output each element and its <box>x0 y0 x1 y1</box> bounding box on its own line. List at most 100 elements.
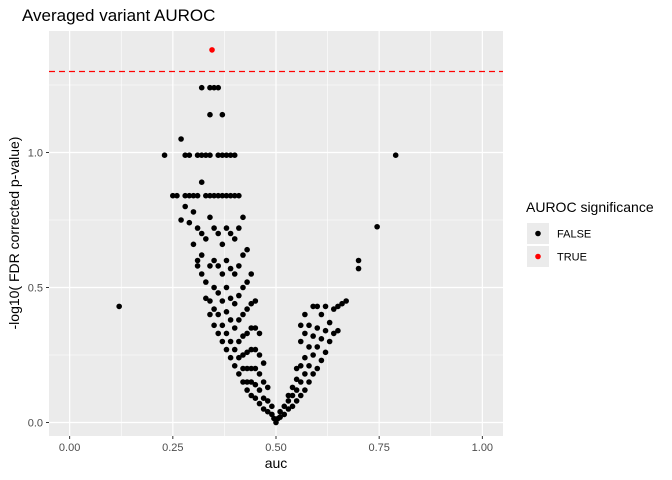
data-point-false <box>236 317 242 323</box>
data-point-false <box>203 295 209 302</box>
data-point-false <box>227 354 234 361</box>
data-point-false <box>215 290 222 296</box>
y-tick-label: 0.5 <box>28 283 43 295</box>
y-axis-ticks: 0.0 0.5 1.0 <box>28 148 49 430</box>
data-point-false <box>277 414 283 420</box>
data-point-false <box>223 284 230 291</box>
data-point-false <box>178 136 184 142</box>
x-tick-label: 1.00 <box>472 442 493 454</box>
data-point-false <box>223 346 230 353</box>
data-point-false <box>256 352 263 358</box>
data-point-false <box>318 357 325 364</box>
data-point-false <box>322 327 329 334</box>
data-point-false <box>207 111 213 118</box>
data-point-false <box>244 246 250 253</box>
data-point-false <box>252 298 259 304</box>
data-point-false <box>207 84 213 91</box>
data-point-false <box>219 338 226 345</box>
data-point-false <box>219 322 226 329</box>
data-point-false <box>318 311 325 318</box>
x-tick-label: 0.50 <box>265 442 286 454</box>
data-point-false <box>289 392 296 399</box>
data-point-false <box>355 265 362 272</box>
data-point-false <box>161 152 168 158</box>
data-point-false <box>260 406 267 412</box>
major-gridlines <box>49 31 503 436</box>
data-point-false <box>236 225 242 231</box>
data-point-false <box>252 365 259 372</box>
data-point-false <box>326 319 333 326</box>
legend-label-false: FALSE <box>557 229 591 241</box>
data-point-false <box>293 376 300 383</box>
data-point-false <box>215 84 222 91</box>
data-point-false <box>293 398 300 404</box>
data-point-false <box>285 398 292 404</box>
data-point-false <box>392 152 399 158</box>
data-point-false <box>285 406 292 412</box>
data-point-false <box>207 214 213 221</box>
data-point-false <box>231 192 238 199</box>
data-point-false <box>223 225 230 231</box>
data-point-false <box>186 192 193 199</box>
data-point-false <box>256 387 263 393</box>
data-point-false <box>256 400 263 407</box>
data-point-false <box>244 349 250 356</box>
data-point-false <box>252 325 259 331</box>
data-point-false <box>339 300 345 307</box>
data-point-false <box>302 387 308 393</box>
data-point-false <box>297 379 304 385</box>
data-point-false <box>203 279 209 285</box>
data-point-false <box>223 330 230 337</box>
data-point-false <box>289 384 296 391</box>
data-point-false <box>198 179 205 185</box>
data-point-false <box>207 263 213 269</box>
data-point-false <box>314 303 321 310</box>
data-point-false <box>116 303 122 310</box>
data-point-false <box>236 192 242 199</box>
data-point-false <box>322 349 329 356</box>
data-point-false <box>240 333 246 339</box>
data-point-false <box>240 352 246 358</box>
data-point-false <box>240 214 246 221</box>
data-point-false <box>231 271 238 277</box>
data-point-false <box>244 306 250 312</box>
data-point-false <box>227 317 234 323</box>
data-point-false <box>190 209 197 215</box>
data-point-false <box>248 325 255 331</box>
data-point-false <box>252 381 259 388</box>
data-point-false <box>182 203 188 210</box>
legend: AUROC significance FALSE TRUE <box>526 199 654 267</box>
data-point-false <box>293 387 300 393</box>
data-point-false <box>318 336 325 342</box>
data-point-false <box>306 363 312 369</box>
data-point-false <box>231 325 238 331</box>
data-point-false <box>194 225 201 231</box>
data-point-false <box>215 230 222 237</box>
data-point-false <box>240 365 246 372</box>
data-point-false <box>285 392 292 399</box>
data-point-false <box>240 311 246 318</box>
data-point-false <box>310 303 316 310</box>
data-point-false <box>256 330 263 337</box>
data-point-false <box>236 292 242 299</box>
data-point-false <box>215 311 222 318</box>
data-point-false <box>244 279 250 285</box>
data-point-false <box>256 371 263 377</box>
data-point-false <box>281 403 288 410</box>
data-point-false <box>335 327 341 334</box>
data-point-false <box>260 379 267 385</box>
data-point-false <box>314 344 321 350</box>
data-point-false <box>297 392 304 399</box>
data-point-false <box>207 298 213 304</box>
data-point-false <box>248 379 255 385</box>
data-point-false <box>203 236 209 242</box>
data-point-false <box>211 225 217 231</box>
data-point-false <box>227 152 234 158</box>
data-point-false <box>207 311 213 318</box>
data-point-false <box>236 371 242 377</box>
data-point-false <box>322 303 329 310</box>
data-point-false <box>215 263 222 269</box>
legend-title: AUROC significance <box>526 199 654 215</box>
data-point-false <box>231 346 238 353</box>
